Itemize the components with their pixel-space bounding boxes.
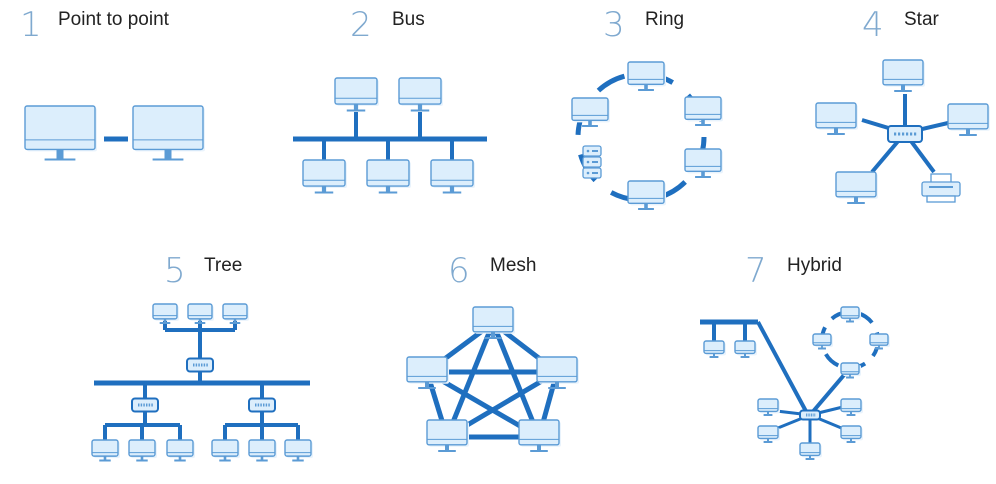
computer-icon xyxy=(211,439,240,462)
computer-icon xyxy=(518,419,561,452)
switch-icon xyxy=(248,397,276,413)
computer-icon xyxy=(947,103,990,136)
computer-icon xyxy=(815,102,858,135)
computer-icon xyxy=(627,180,666,210)
network-devices xyxy=(24,59,990,462)
title-star: Star xyxy=(904,9,939,30)
connection-line xyxy=(808,366,852,417)
computer-icon xyxy=(91,439,120,462)
computer-icon xyxy=(734,340,757,358)
switch-icon xyxy=(799,409,821,421)
computer-icon xyxy=(406,356,449,389)
computer-icon xyxy=(703,340,726,358)
computer-icon xyxy=(472,306,515,339)
number-bus: 2 xyxy=(350,5,372,45)
computer-icon xyxy=(284,439,313,462)
computer-icon xyxy=(835,171,878,204)
switch-icon xyxy=(887,125,923,143)
computer-icon xyxy=(536,356,579,389)
connection-line xyxy=(756,321,810,416)
computer-icon xyxy=(882,59,925,92)
computer-icon xyxy=(840,398,863,416)
computer-icon xyxy=(799,442,822,460)
switch-icon xyxy=(186,357,214,373)
number-hybrid: 7 xyxy=(745,251,767,291)
number-ring: 3 xyxy=(603,5,625,45)
ring-line xyxy=(575,71,707,203)
computer-icon xyxy=(840,425,863,443)
computer-icon xyxy=(398,77,443,112)
computer-icon xyxy=(334,77,379,112)
computer-icon xyxy=(571,97,610,127)
computer-icon xyxy=(248,439,277,462)
printer-icon xyxy=(921,173,961,203)
computer-icon xyxy=(684,96,723,126)
computer-icon xyxy=(869,333,890,350)
computer-icon xyxy=(24,105,97,161)
computer-icon xyxy=(430,159,475,194)
computer-icon xyxy=(757,425,780,443)
computer-icon xyxy=(757,398,780,416)
title-point-to-point: Point to point xyxy=(58,9,169,30)
title-tree: Tree xyxy=(204,255,243,276)
computer-icon xyxy=(627,61,666,91)
computer-icon xyxy=(222,303,249,324)
computer-icon xyxy=(426,419,469,452)
mesh-cross-link xyxy=(490,322,542,438)
number-tree: 5 xyxy=(164,251,186,291)
computer-icon xyxy=(132,105,205,161)
number-point-to-point: 1 xyxy=(20,5,42,45)
mesh-cross-link xyxy=(444,322,496,438)
computer-icon xyxy=(166,439,195,462)
computer-icon xyxy=(187,303,214,324)
computer-icon xyxy=(366,159,411,194)
computer-icon xyxy=(684,148,723,178)
computer-icon xyxy=(128,439,157,462)
computer-icon xyxy=(812,333,833,350)
number-mesh: 6 xyxy=(448,251,470,291)
switch-icon xyxy=(131,397,159,413)
computer-icon xyxy=(302,159,347,194)
number-star: 4 xyxy=(862,5,884,45)
title-mesh: Mesh xyxy=(490,255,537,276)
server-icon xyxy=(582,145,602,179)
computer-icon xyxy=(840,362,861,379)
title-hybrid: Hybrid xyxy=(787,255,842,276)
computer-icon xyxy=(840,306,861,323)
title-bus: Bus xyxy=(392,9,425,30)
title-ring: Ring xyxy=(645,9,685,30)
computer-icon xyxy=(152,303,179,324)
